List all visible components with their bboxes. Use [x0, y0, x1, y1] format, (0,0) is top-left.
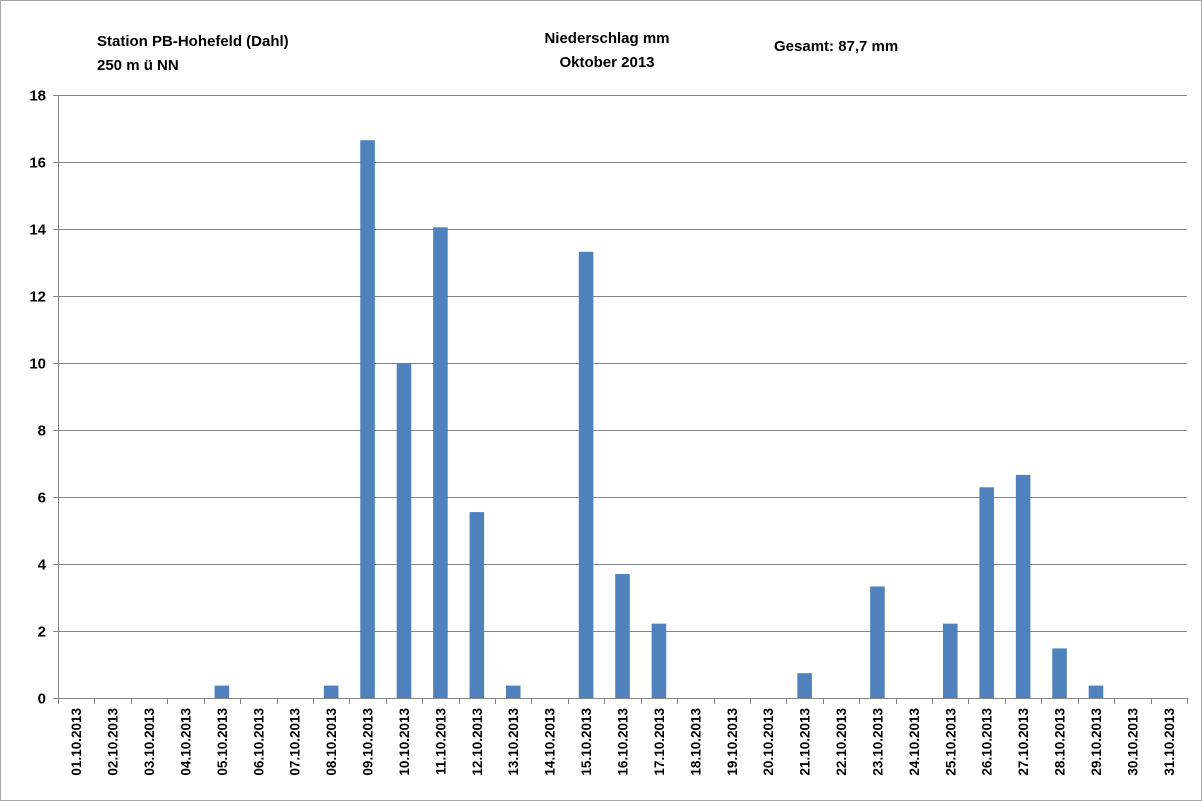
bar-11.10.2013: [433, 227, 448, 698]
x-tick-label: 27.10.2013: [1016, 708, 1031, 776]
x-tick-label: 01.10.2013: [69, 708, 84, 776]
x-tick-label: 18.10.2013: [688, 708, 703, 776]
station-altitude: 250 m ü NN: [97, 57, 179, 74]
x-tick-label: 09.10.2013: [361, 708, 376, 776]
bar-12.10.2013: [469, 512, 485, 698]
y-tick-label: 2: [38, 624, 46, 641]
bar-08.10.2013: [323, 685, 339, 698]
x-tick-label: 07.10.2013: [288, 708, 303, 776]
x-tick-label: 29.10.2013: [1089, 708, 1104, 776]
x-tick-label: 17.10.2013: [652, 708, 667, 776]
x-tick-label: 28.10.2013: [1053, 708, 1068, 776]
bar-13.10.2013: [505, 685, 521, 698]
x-tick-label: 12.10.2013: [470, 708, 485, 776]
x-tick-label: 21.10.2013: [798, 708, 813, 776]
x-tick-label: 15.10.2013: [579, 708, 594, 776]
x-tick-label: 11.10.2013: [433, 708, 448, 775]
total-precipitation: Gesamt: 87,7 mm: [774, 38, 898, 55]
bar-09.10.2013: [360, 140, 375, 699]
x-tick-label: 06.10.2013: [251, 708, 266, 776]
y-tick-label: 10: [29, 356, 46, 373]
y-tick-label: 18: [29, 88, 46, 105]
y-tick-label: 12: [29, 289, 46, 306]
y-tick-labels: 0 2 4 6 8 10 12 14 16 18: [29, 88, 46, 708]
x-tick-label: 22.10.2013: [834, 708, 849, 776]
y-tick-label: 14: [29, 222, 46, 239]
x-tick-label: 24.10.2013: [907, 708, 922, 776]
y-tick-label: 16: [29, 155, 46, 172]
x-tick-label: 31.10.2013: [1162, 708, 1177, 776]
x-tick-label: 10.10.2013: [397, 708, 412, 776]
x-tick-label: 14.10.2013: [543, 708, 558, 776]
x-tick-label: 20.10.2013: [761, 708, 776, 776]
chart-subtitle: Oktober 2013: [559, 54, 654, 71]
station-name: Station PB-Hohefeld (Dahl): [97, 33, 289, 50]
bar-10.10.2013: [396, 363, 412, 698]
bar-15.10.2013: [578, 251, 594, 698]
x-tick-label: 23.10.2013: [870, 708, 885, 776]
x-tick-label: 08.10.2013: [324, 708, 339, 776]
y-tick-label: 8: [38, 423, 46, 440]
x-tick-label: 16.10.2013: [616, 708, 631, 776]
x-tick-label: 13.10.2013: [506, 708, 521, 776]
bar-27.10.2013: [1015, 474, 1031, 698]
x-tick-label: 03.10.2013: [142, 708, 157, 776]
bar-29.10.2013: [1088, 685, 1104, 698]
x-tick-label: 19.10.2013: [725, 708, 740, 776]
x-tick-label: 30.10.2013: [1125, 708, 1140, 776]
y-tick-label: 4: [38, 557, 47, 574]
bar-16.10.2013: [615, 574, 630, 698]
x-tick-label: 02.10.2013: [106, 708, 121, 776]
bar-26.10.2013: [979, 487, 994, 698]
y-tick-label: 0: [38, 691, 46, 708]
bar-21.10.2013: [797, 673, 812, 698]
x-tick-label: 04.10.2013: [178, 708, 193, 776]
x-tick-labels: 01.10.2013 02.10.2013 03.10.2013 04.10.2013…: [69, 708, 1177, 776]
bars-layer: [214, 140, 1104, 699]
x-tick-label: 26.10.2013: [980, 708, 995, 776]
bar-23.10.2013: [870, 586, 885, 698]
x-tick-label: 05.10.2013: [215, 708, 230, 776]
x-tick-label: 25.10.2013: [943, 708, 958, 776]
chart-title: Niederschlag mm: [544, 30, 669, 47]
grid-layer: [58, 95, 1187, 632]
axis-layer: [53, 95, 1188, 704]
bar-05.10.2013: [214, 685, 230, 698]
bar-17.10.2013: [651, 623, 667, 698]
bar-25.10.2013: [942, 623, 958, 698]
bar-28.10.2013: [1052, 648, 1067, 698]
y-tick-label: 6: [38, 490, 46, 507]
